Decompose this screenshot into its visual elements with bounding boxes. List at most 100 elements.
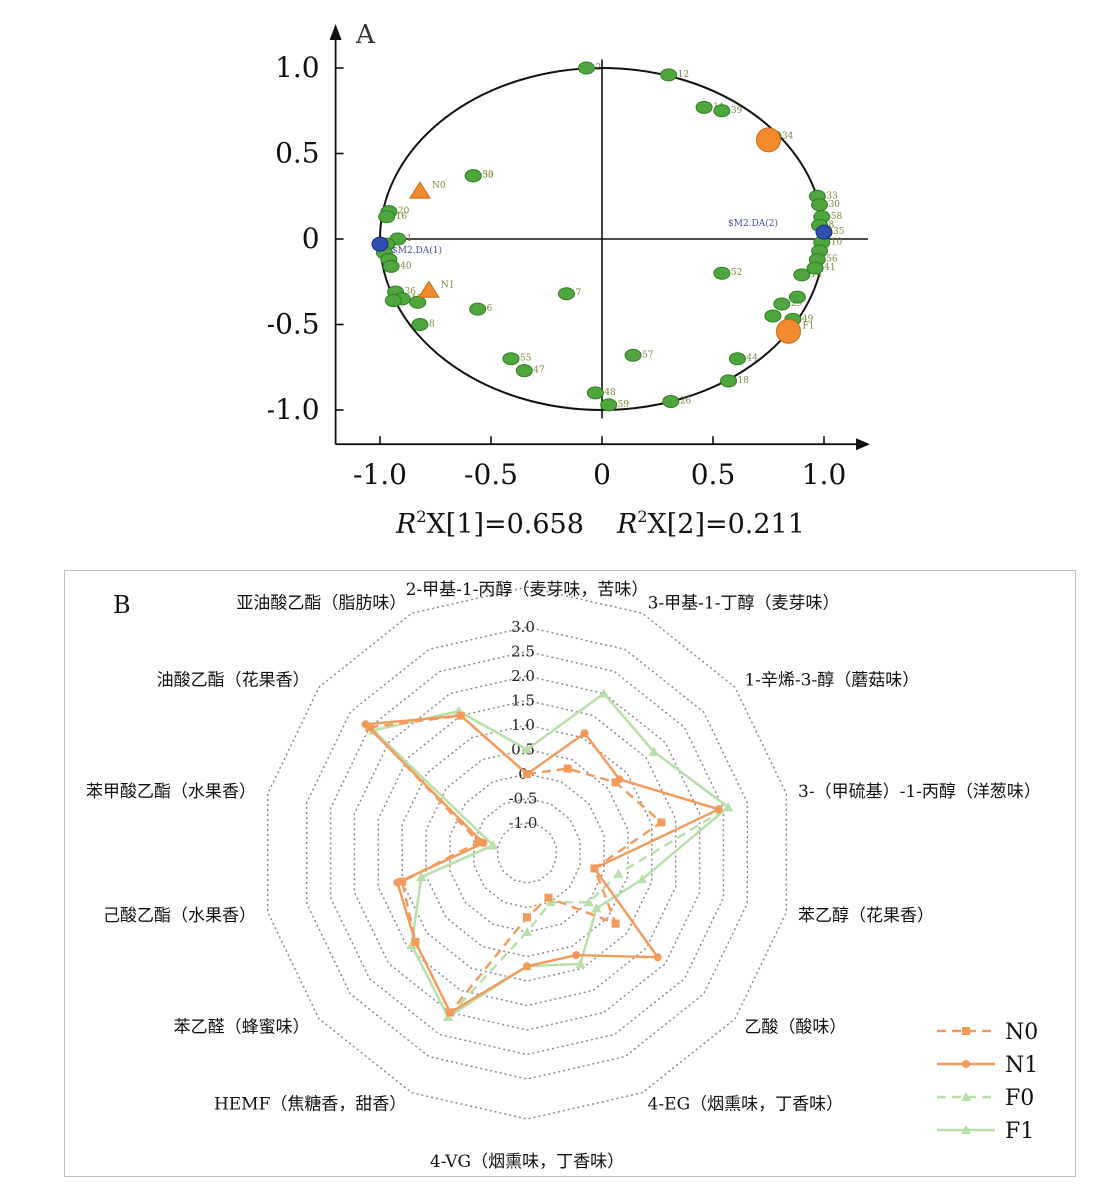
legend-item-N1: N1 <box>937 1053 1038 1078</box>
variable-point-label: 50 <box>482 171 494 181</box>
radar-chart-panel: B -1.0-0.500.51.01.52.02.53.0 2-甲基-1-丙醇（… <box>64 570 1076 1177</box>
series-marker <box>580 729 589 738</box>
grid-ring <box>473 797 581 909</box>
variable-point <box>806 261 824 275</box>
variable-point-label: 48 <box>604 388 616 398</box>
series-marker <box>653 953 662 962</box>
variable-point-label: 6 <box>487 304 493 314</box>
y-axis-arrow <box>329 24 342 40</box>
radar-axis-label: 己酸乙酯（水果香） <box>103 906 256 926</box>
series-marker <box>648 746 659 756</box>
variable-point <box>728 352 746 366</box>
series-marker <box>723 802 734 812</box>
x-tick-label: 0.5 <box>691 458 736 491</box>
variable-point <box>695 100 713 114</box>
variable-point <box>793 268 811 282</box>
legend-item-N0: N0 <box>937 1020 1038 1045</box>
variable-point <box>577 61 595 75</box>
series-F1 <box>368 688 734 1021</box>
variable-point <box>788 290 806 304</box>
sample-triangle <box>409 181 431 199</box>
variable-point <box>384 294 402 308</box>
series-marker <box>523 770 531 778</box>
sample-triangle <box>417 280 440 298</box>
radar-axis-label: 乙酸（酸味） <box>744 1017 846 1037</box>
ring-label: 3.0 <box>511 618 535 636</box>
loading-plot-panel: A 1.00.50-0.5-1.0-1.0-0.500.51.0 2121139… <box>266 8 870 548</box>
variable-point-label: 26 <box>680 396 692 406</box>
variable-point <box>773 297 791 311</box>
variable-point <box>720 374 738 388</box>
variable-point <box>811 198 829 212</box>
variable-point-label: 58 <box>831 212 843 222</box>
sample-circle <box>775 318 801 344</box>
radar-axis-label: 3-（甲硫基）-1-丙醇（洋葱味） <box>798 782 1041 802</box>
series-marker <box>544 893 553 902</box>
radar-chart: B -1.0-0.500.51.01.52.02.53.0 2-甲基-1-丙醇（… <box>86 580 1041 1172</box>
sample-circle <box>756 127 781 153</box>
series-marker <box>398 877 407 886</box>
x-tick-label: 0 <box>593 458 611 491</box>
series-marker <box>563 764 572 773</box>
variable-point <box>502 352 520 366</box>
variable-point-label: 36 <box>405 287 417 297</box>
variable-point <box>378 210 396 224</box>
sample-label: N1 <box>441 280 455 290</box>
variable-point-label: 52 <box>731 268 742 278</box>
variable-point-label: 35 <box>833 227 845 237</box>
class-centroid-label: $M2.DA(2) <box>728 218 778 229</box>
class-centroid <box>371 236 389 252</box>
series-marker <box>456 711 465 720</box>
variable-point-label: 10 <box>831 237 843 247</box>
variable-point <box>469 302 487 316</box>
variable-point-label: 8 <box>829 220 835 230</box>
legend-item-F0: F0 <box>937 1086 1034 1111</box>
radar-axis-label: 4-EG（烟熏味，丁香味） <box>648 1094 844 1114</box>
ring-label: -1.0 <box>509 814 538 832</box>
series-marker <box>522 927 532 936</box>
ring-label: 2.5 <box>511 643 535 661</box>
series-N1 <box>361 711 723 1017</box>
legend-label: F1 <box>1005 1119 1034 1144</box>
variable-point <box>409 295 427 309</box>
radar-axis-label: 1-辛烯-3-醇（蘑菇味） <box>744 671 919 691</box>
variable-point-label: 55 <box>520 354 532 364</box>
variable-point <box>515 364 533 378</box>
grid-ring <box>329 650 725 1056</box>
variable-point <box>557 287 575 301</box>
series-marker <box>714 805 723 814</box>
grid-ring <box>401 724 653 982</box>
series-marker <box>962 1060 970 1068</box>
series-marker <box>522 744 532 754</box>
series-marker <box>572 951 581 960</box>
variable-point <box>713 104 731 118</box>
variable-point-label: 20 <box>398 207 410 217</box>
legend: N0 N1 F0 F1 <box>937 1020 1038 1144</box>
radar-axis-label: 苯甲酸乙酯（水果香） <box>86 782 256 802</box>
series-marker <box>416 872 427 882</box>
series-marker <box>583 897 594 907</box>
variable-point <box>624 348 642 362</box>
variable-point-label: 39 <box>731 106 743 116</box>
variable-point-label: 12 <box>678 70 689 80</box>
variable-point-label: 30 <box>829 200 841 210</box>
variable-point <box>464 169 482 183</box>
x-tick-label: -0.5 <box>464 458 518 491</box>
variable-point-label: 18 <box>738 376 750 386</box>
series-marker <box>962 1027 970 1035</box>
variable-point-label: 59 <box>618 400 630 410</box>
series-marker <box>523 962 531 971</box>
axes-a: 1.0 0.5 0 -0.5 -1.0 -1.0 -0.5 0 0.5 1.0 <box>266 24 870 491</box>
variable-point <box>713 266 731 280</box>
radar-axis-label: 3-甲基-1-丁醇（麦芽味） <box>648 594 840 614</box>
radar-axis-label: 油酸乙酯（花果香） <box>157 671 310 691</box>
grid-ring-outer <box>266 586 788 1120</box>
ring-label: -0.5 <box>509 790 538 808</box>
series-marker <box>575 958 586 968</box>
series-F0 <box>368 688 734 1021</box>
radar-series <box>361 688 734 1021</box>
variable-point-label: 33 <box>826 191 838 201</box>
radar-axis-labels: 2-甲基-1-丙醇（麦芽味，苦味）3-甲基-1-丁醇（麦芽味） 1-辛烯-3-醇（… <box>86 580 1041 1172</box>
panel-a-label: A <box>355 20 376 50</box>
series-marker <box>590 864 599 873</box>
